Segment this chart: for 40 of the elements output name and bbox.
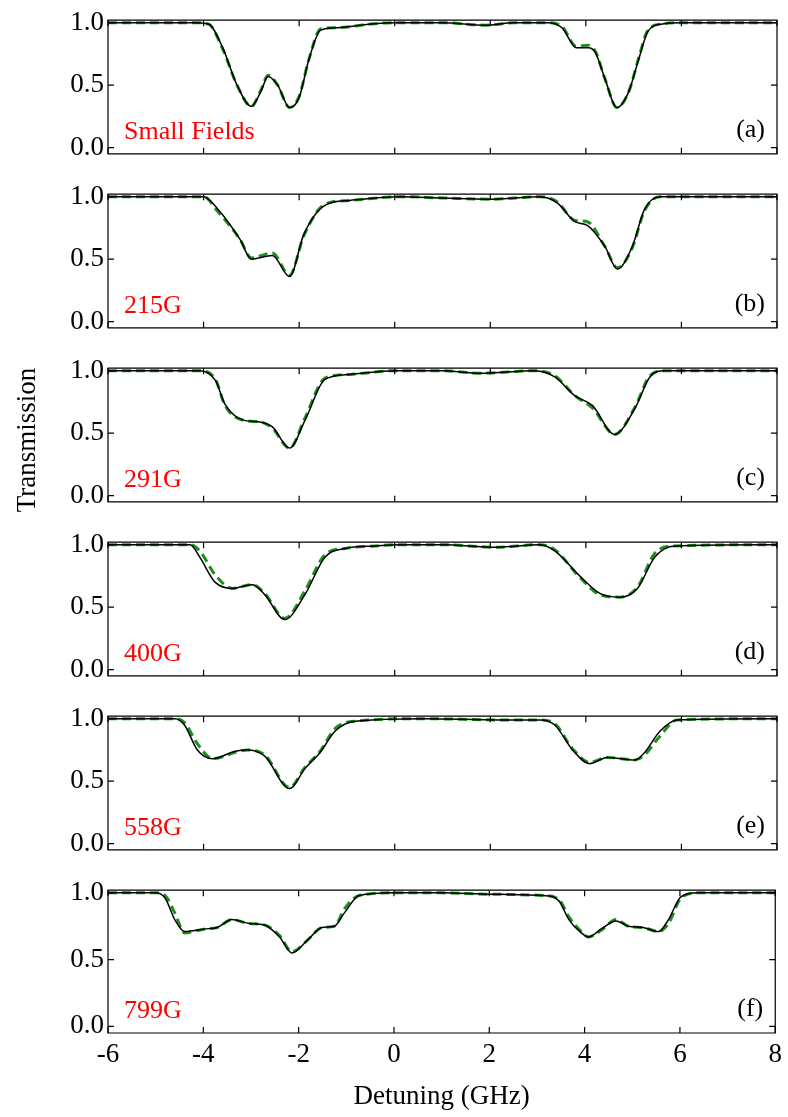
y-tick-label: 0.5 [70,68,104,99]
y-tick-label: 0.5 [70,416,104,447]
y-tick-label: 1.0 [70,179,104,210]
annotation: (e) [736,809,765,839]
y-tick-label: 0.0 [70,130,104,161]
y-tick-label: 1.0 [70,353,104,384]
y-tick-label: 0.0 [70,304,104,335]
annotation: (b) [734,287,765,317]
annotation: 291G [124,463,182,493]
y-tick-label: 0.0 [70,652,104,683]
y-tick-label: 0.5 [70,590,104,621]
y-tick-label: 1.0 [70,5,104,36]
annotation: (a) [736,113,765,143]
x-tick-label: 8 [768,1038,782,1069]
annotation: 215G [124,289,182,319]
x-tick-label: -2 [287,1038,310,1069]
y-tick-label: 1.0 [70,875,104,906]
y-tick-label: 0.0 [70,478,104,509]
x-tick-label: -4 [192,1038,216,1069]
y-tick-label: 1.0 [70,701,104,732]
y-tick-label: 0.0 [70,1009,104,1040]
x-tick-label: 6 [673,1038,687,1069]
annotation: 558G [124,811,182,841]
annotation: (c) [736,461,765,491]
y-axis-title: Transmission [10,367,42,513]
annotation: 799G [124,995,182,1024]
x-tick-label: 2 [482,1038,497,1069]
y-tick-label: 0.5 [70,764,104,795]
x-axis-title: Detuning (GHz) [353,1079,530,1110]
x-tick-label: -6 [96,1038,120,1069]
annotation: (f) [737,993,764,1022]
x-tick-label: 4 [577,1038,592,1069]
y-tick-label: 1.0 [70,527,104,558]
annotation: 400G [124,637,182,667]
y-tick-label: 0.5 [70,242,104,273]
x-tick-label: 0 [387,1038,401,1069]
annotation: Small Fields [124,115,255,145]
y-tick-label: 0.0 [70,826,104,857]
annotation: (d) [734,635,765,665]
y-tick-label: 0.5 [70,942,104,973]
